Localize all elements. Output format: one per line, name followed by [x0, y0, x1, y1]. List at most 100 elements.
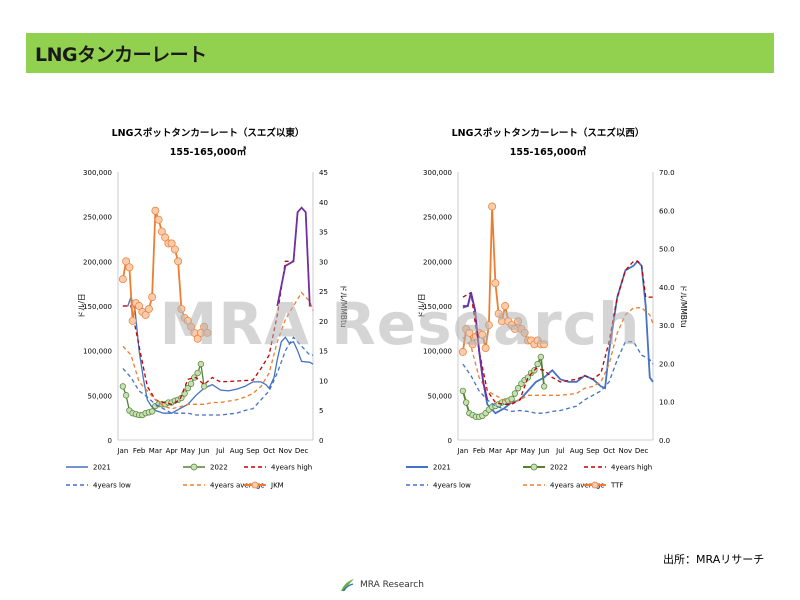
- series-point-gas: [520, 328, 529, 337]
- series-point-gas: [497, 317, 506, 326]
- series-line-overlap: [276, 206, 311, 307]
- series-point-gas: [122, 257, 131, 266]
- x-tick-label: Nov: [619, 447, 633, 455]
- series-point-gas: [144, 305, 153, 313]
- series-point-gas: [125, 263, 134, 272]
- y-tick-label: 150,000: [83, 303, 112, 311]
- y-tick-label: 250,000: [423, 214, 452, 222]
- series-point-gas: [148, 293, 157, 302]
- x-tick-label: Oct: [263, 447, 275, 455]
- y2-tick-label: 30.0: [659, 322, 675, 330]
- series-point-gas: [177, 305, 186, 313]
- series-point-y2022: [191, 374, 198, 381]
- x-tick-label: Jan: [116, 447, 128, 455]
- series-point-y2022: [540, 383, 548, 390]
- legend-label: 2021: [433, 464, 451, 472]
- series-point-y2022: [200, 383, 208, 390]
- series-point-gas: [458, 347, 467, 356]
- series-point-gas: [151, 206, 160, 215]
- series-point-gas: [488, 202, 497, 211]
- series-line-y2022: [122, 363, 205, 416]
- x-tick-label: Feb: [133, 447, 146, 455]
- series-point-gas: [154, 215, 163, 224]
- series-point-y2022: [119, 383, 127, 390]
- x-tick-label: Jun: [198, 447, 210, 455]
- y-tick-label: 150,000: [423, 303, 452, 311]
- x-tick-label: Aug: [230, 447, 244, 455]
- x-tick-label: Apr: [166, 447, 178, 455]
- series-point-gas: [135, 302, 144, 310]
- x-tick-label: May: [181, 447, 195, 455]
- y-axis-title: ドル/日: [417, 293, 426, 318]
- chart-title: LNGスポットタンカーレート（スエズ以東）: [112, 127, 305, 139]
- legend-label: 4years low: [93, 482, 131, 490]
- x-tick-label: Dec: [635, 447, 649, 455]
- series-point-gas: [167, 239, 176, 248]
- series-point-gas: [200, 322, 209, 331]
- series-point-gas: [174, 257, 183, 266]
- header-banner: LNGタンカーレート: [26, 33, 774, 73]
- y-tick-label: 200,000: [423, 258, 452, 266]
- legend-label: 4years high: [271, 464, 312, 472]
- series-point-gas: [465, 328, 474, 337]
- series-point-gas: [491, 279, 500, 287]
- y2-tick-label: 0: [319, 437, 323, 445]
- series-point-gas: [478, 330, 487, 339]
- y2-axis-title: ドル/MMBtu: [679, 284, 688, 328]
- series-point-y2022: [537, 353, 545, 361]
- x-tick-label: Sep: [246, 447, 260, 455]
- series-point-gas: [193, 334, 202, 343]
- legend-label: 4years average: [210, 482, 265, 490]
- series-point-gas: [141, 310, 150, 319]
- series-point-gas: [187, 322, 196, 331]
- y2-tick-label: 15: [319, 348, 328, 356]
- series-point-gas: [161, 233, 170, 242]
- series-line-overlap: [462, 292, 489, 401]
- x-tick-label: Aug: [570, 447, 584, 455]
- series-point-gas: [484, 321, 493, 330]
- series-point-y2022: [524, 374, 532, 381]
- legend-marker-y2022: [190, 463, 198, 471]
- series-line-low: [462, 341, 654, 414]
- legend-label: 2022: [550, 464, 568, 472]
- chart-subtitle: 155-165,000㎥: [170, 146, 247, 158]
- legend-label: 4years high: [611, 464, 652, 472]
- series-point-gas: [494, 309, 503, 318]
- y2-tick-label: 60.0: [659, 207, 675, 215]
- legend-label: 4years average: [550, 482, 605, 490]
- chart-east-svg: LNGスポットタンカーレート（スエズ以東） 155-165,000㎥ 0 50,000…: [66, 127, 348, 490]
- y-tick-label: 300,000: [83, 169, 112, 177]
- x-tick-label: Apr: [506, 447, 518, 455]
- chart-east-of-suez: LNGスポットタンカーレート（スエズ以東） 155-165,000㎥ 0 50,000…: [58, 120, 398, 500]
- y-tick-label: 200,000: [83, 258, 112, 266]
- mra-logo-icon: [341, 579, 354, 592]
- y2-tick-label: 10.0: [659, 399, 675, 407]
- x-tick-label: May: [521, 447, 535, 455]
- x-tick-label: Jul: [555, 447, 565, 455]
- series-point-y2022: [514, 385, 522, 392]
- series-point-gas: [514, 317, 523, 326]
- series-point-gas: [118, 275, 127, 284]
- y-tick-label: 100,000: [83, 348, 112, 356]
- series-point-y2022: [187, 380, 195, 387]
- series-line-gas: [462, 206, 545, 353]
- series-point-gas: [128, 316, 137, 325]
- y2-tick-label: 70.0: [659, 169, 675, 177]
- series-point-gas: [468, 340, 477, 349]
- y-tick-label: 50,000: [428, 392, 453, 400]
- y2-tick-label: 10: [319, 377, 328, 385]
- series-point-y2022: [459, 387, 467, 395]
- series-point-y2022: [184, 385, 192, 392]
- legend-label: 2022: [210, 464, 228, 472]
- y2-tick-label: 30: [319, 258, 328, 266]
- x-tick-label: Oct: [603, 447, 615, 455]
- source-note: 出所：MRAリサーチ: [663, 553, 765, 566]
- x-tick-label: Jul: [215, 447, 225, 455]
- series-point-gas: [510, 325, 519, 333]
- y2-tick-label: 40.0: [659, 284, 675, 292]
- y-axis-title: ドル/日: [77, 293, 86, 318]
- y2-tick-label: 35: [319, 229, 328, 237]
- y2-tick-label: 25: [319, 288, 328, 296]
- series-point-y2022: [148, 408, 156, 415]
- series-point-y2022: [194, 369, 201, 377]
